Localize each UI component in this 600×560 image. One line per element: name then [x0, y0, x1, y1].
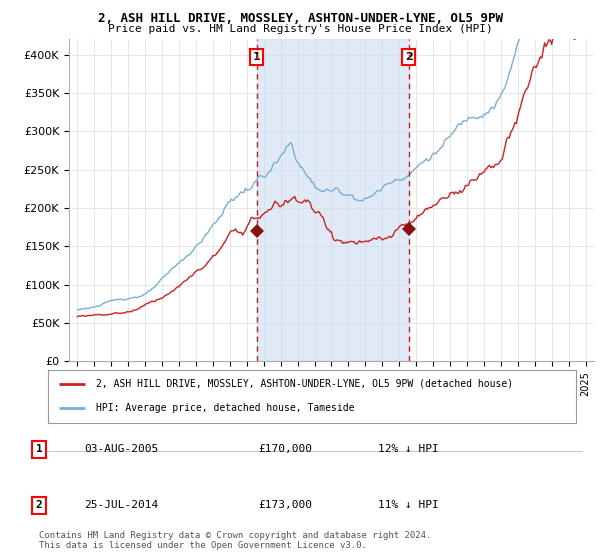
Text: 12% ↓ HPI: 12% ↓ HPI	[378, 445, 439, 454]
Text: HPI: Average price, detached house, Tameside: HPI: Average price, detached house, Tame…	[95, 403, 354, 413]
Text: 03-AUG-2005: 03-AUG-2005	[84, 445, 158, 454]
Text: 1: 1	[253, 52, 260, 62]
Text: Price paid vs. HM Land Registry's House Price Index (HPI): Price paid vs. HM Land Registry's House …	[107, 24, 493, 34]
Text: 11% ↓ HPI: 11% ↓ HPI	[378, 501, 439, 510]
Text: £170,000: £170,000	[258, 445, 312, 454]
Text: 1: 1	[35, 445, 43, 454]
Text: Contains HM Land Registry data © Crown copyright and database right 2024.
This d: Contains HM Land Registry data © Crown c…	[39, 530, 431, 550]
Text: £173,000: £173,000	[258, 501, 312, 510]
Text: 25-JUL-2014: 25-JUL-2014	[84, 501, 158, 510]
Text: 2, ASH HILL DRIVE, MOSSLEY, ASHTON-UNDER-LYNE, OL5 9PW (detached house): 2, ASH HILL DRIVE, MOSSLEY, ASHTON-UNDER…	[95, 379, 512, 389]
Text: 2: 2	[35, 501, 43, 510]
Text: 2: 2	[405, 52, 413, 62]
Bar	[257, 39, 409, 361]
Text: 2, ASH HILL DRIVE, MOSSLEY, ASHTON-UNDER-LYNE, OL5 9PW: 2, ASH HILL DRIVE, MOSSLEY, ASHTON-UNDER…	[97, 12, 503, 25]
